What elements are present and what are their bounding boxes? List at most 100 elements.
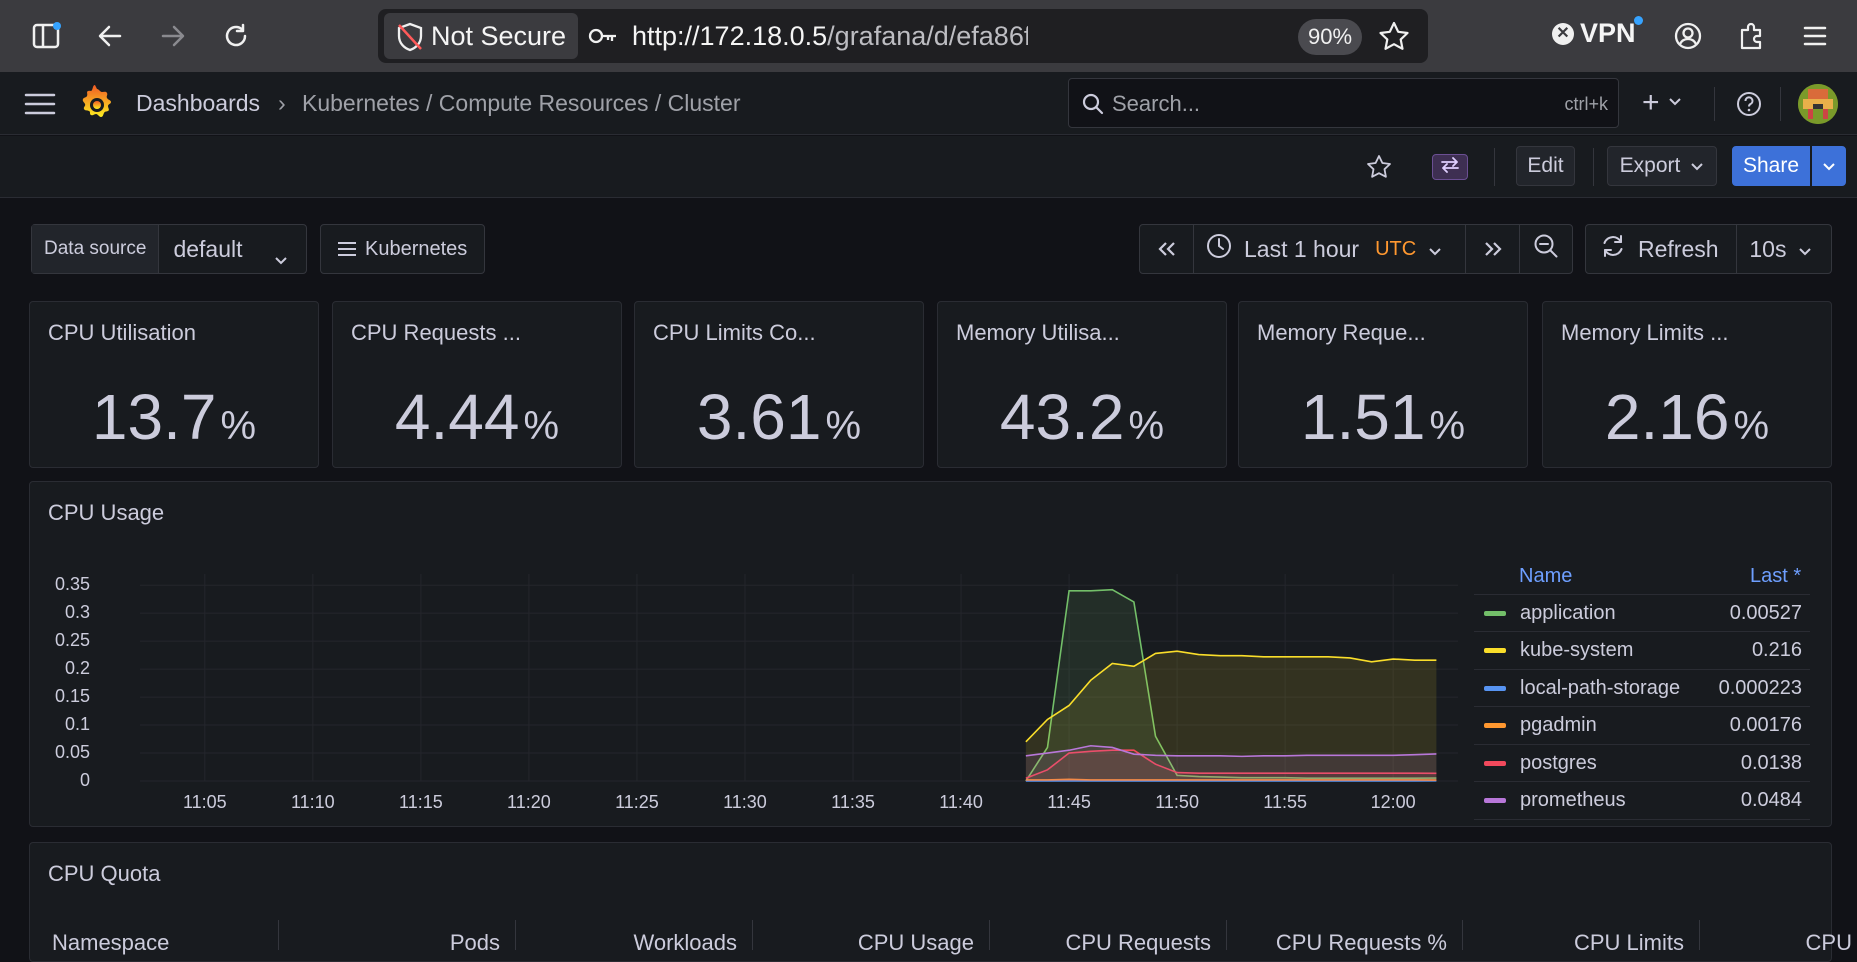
legend-item[interactable]: local-path-storage 0.000223 — [1474, 670, 1810, 707]
stat-title: CPU Limits Co... — [653, 320, 816, 346]
share-dropdown-button[interactable] — [1812, 146, 1846, 186]
stat-value: 3.61% — [635, 380, 923, 454]
datasource-picker[interactable]: Data source default — [31, 224, 307, 274]
security-label: Not Secure — [431, 21, 566, 52]
dashboard-toolbar — [0, 136, 1857, 198]
legend-swatch — [1484, 723, 1506, 728]
double-chevron-right-icon — [1483, 236, 1503, 263]
share-button[interactable]: Share — [1732, 146, 1810, 186]
refresh-controls: Refresh 10s — [1585, 224, 1832, 274]
stat-unit: % — [1128, 404, 1164, 448]
new-item-button[interactable]: + — [1638, 85, 1694, 121]
browser-menu-icon[interactable] — [1797, 18, 1833, 54]
refresh-button[interactable]: Refresh — [1586, 225, 1737, 273]
extensions-icon[interactable] — [1733, 18, 1769, 54]
stat-panel-memory-limits[interactable]: Memory Limits ... 2.16% — [1542, 301, 1832, 468]
sidebar-toggle-icon[interactable] — [28, 18, 64, 54]
stat-number: 4.44 — [395, 381, 520, 453]
column-header[interactable]: CPU Requests % — [1212, 930, 1447, 956]
stat-panel-cpu-utilisation[interactable]: CPU Utilisation 13.7% — [29, 301, 319, 468]
site-security-button[interactable]: Not Secure — [384, 13, 578, 59]
forward-icon[interactable] — [155, 18, 191, 54]
switch-view-button[interactable] — [1432, 154, 1468, 180]
chevron-down-icon — [1668, 94, 1682, 112]
x-tick-label: 11:50 — [1142, 792, 1212, 813]
nav-divider — [1780, 87, 1781, 121]
grafana-logo-icon[interactable] — [78, 85, 116, 128]
legend-series-name: prometheus — [1520, 789, 1626, 812]
not-secure-shield-icon — [396, 22, 424, 59]
reload-icon[interactable] — [218, 18, 254, 54]
time-forward-button[interactable] — [1466, 225, 1520, 273]
refresh-interval-value: 10s — [1749, 236, 1786, 263]
legend-last-value: 0.0484 — [1741, 789, 1802, 812]
y-tick-label: 0.05 — [30, 742, 90, 763]
refresh-label: Refresh — [1638, 236, 1719, 263]
stat-panel-memory-requests[interactable]: Memory Reque... 1.51% — [1238, 301, 1528, 468]
key-icon[interactable] — [588, 23, 618, 54]
star-dashboard-icon[interactable] — [1366, 154, 1392, 185]
x-tick-label: 11:35 — [818, 792, 888, 813]
legend-last-value: 0.000223 — [1719, 677, 1802, 700]
legend-series-name: postgres — [1520, 752, 1597, 775]
legend-header-value[interactable]: Last * — [1750, 565, 1801, 588]
legend-series-name: kube-system — [1520, 639, 1633, 662]
url-text[interactable]: http://172.18.0.5/grafana/d/efa86fd1d0c1… — [632, 21, 1028, 52]
stat-title: Memory Reque... — [1257, 320, 1426, 346]
stat-value: 1.51% — [1239, 380, 1527, 454]
x-tick-label: 11:40 — [926, 792, 996, 813]
help-icon[interactable] — [1736, 91, 1762, 122]
stat-panel-cpu-requests[interactable]: CPU Requests ... 4.44% — [332, 301, 622, 468]
column-header[interactable]: CPU Usage — [739, 930, 974, 956]
stat-unit: % — [523, 404, 559, 448]
column-header[interactable]: Namespace — [52, 930, 169, 956]
time-back-button[interactable] — [1140, 225, 1194, 273]
stat-title: Memory Utilisa... — [956, 320, 1120, 346]
stat-unit: % — [1733, 404, 1769, 448]
column-header[interactable]: Workloads — [502, 930, 737, 956]
nav-divider — [1714, 87, 1715, 121]
legend-item[interactable]: prometheus 0.0484 — [1474, 783, 1810, 820]
bookmark-star-icon[interactable] — [1378, 21, 1410, 56]
chevron-down-icon — [1428, 236, 1442, 263]
menu-toggle-icon[interactable] — [24, 92, 56, 121]
legend-series-name: application — [1520, 602, 1616, 625]
edit-button[interactable]: Edit — [1516, 146, 1575, 186]
column-header[interactable]: Pods — [265, 930, 500, 956]
x-tick-label: 11:05 — [170, 792, 240, 813]
account-icon[interactable] — [1670, 18, 1706, 54]
export-button[interactable]: Export — [1607, 146, 1717, 186]
x-tick-label: 11:25 — [602, 792, 672, 813]
double-chevron-left-icon — [1157, 236, 1177, 263]
zoom-out-button[interactable] — [1520, 225, 1572, 273]
timezone-label: UTC — [1375, 238, 1416, 261]
back-icon[interactable] — [92, 18, 128, 54]
chevron-down-icon — [1822, 154, 1836, 178]
address-bar[interactable]: Not Secure http://172.18.0.5/grafana/d/e… — [378, 9, 1428, 63]
search-input[interactable]: Search... ctrl+k — [1068, 78, 1619, 128]
time-range-picker[interactable]: Last 1 hour UTC — [1194, 225, 1466, 273]
legend-series-name: local-path-storage — [1520, 677, 1680, 700]
stat-panel-cpu-limits[interactable]: CPU Limits Co... 3.61% — [634, 301, 924, 468]
column-header[interactable]: CPU Requests — [976, 930, 1211, 956]
toolbar-divider — [1494, 148, 1495, 186]
toolbar-divider — [1593, 148, 1594, 186]
legend-series-name: pgadmin — [1520, 714, 1597, 737]
stat-title: CPU Utilisation — [48, 320, 196, 346]
stat-panel-memory-utilisation[interactable]: Memory Utilisa... 43.2% — [937, 301, 1227, 468]
user-avatar[interactable] — [1798, 84, 1838, 124]
y-tick-label: 0.35 — [30, 574, 90, 595]
breadcrumb-dashboards[interactable]: Dashboards — [136, 90, 260, 117]
chevron-down-icon — [274, 245, 288, 272]
column-header[interactable]: CPU — [1617, 930, 1852, 956]
kubernetes-links-button[interactable]: Kubernetes — [320, 224, 485, 274]
vpn-button[interactable]: ✕ VPN — [1552, 18, 1636, 49]
legend-header-name[interactable]: Name — [1519, 565, 1572, 588]
datasource-label: Data source — [32, 225, 159, 273]
zoom-level-badge[interactable]: 90% — [1298, 19, 1362, 55]
refresh-interval-picker[interactable]: 10s — [1737, 225, 1831, 273]
